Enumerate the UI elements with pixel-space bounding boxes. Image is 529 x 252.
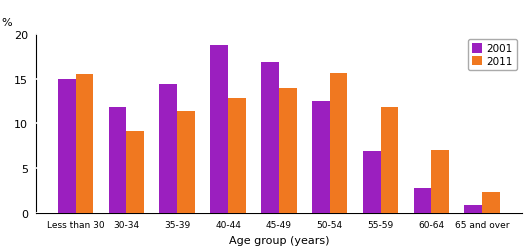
Bar [108,108,126,213]
Bar [76,75,93,213]
Bar [159,85,177,213]
Bar [228,99,246,213]
Text: %: % [2,18,12,27]
Legend: 2001, 2011: 2001, 2011 [468,40,517,71]
Bar [126,131,144,213]
Bar [177,111,195,213]
Bar [330,74,348,213]
Bar [482,193,500,213]
Bar [380,108,398,213]
X-axis label: Age group (years): Age group (years) [229,235,329,245]
Bar [414,188,431,213]
Bar [279,88,297,213]
Bar [363,151,380,213]
Bar [312,102,330,213]
Bar [431,151,449,213]
Bar [210,45,228,213]
Bar [261,63,279,213]
Bar [58,79,76,213]
Bar [464,205,482,213]
